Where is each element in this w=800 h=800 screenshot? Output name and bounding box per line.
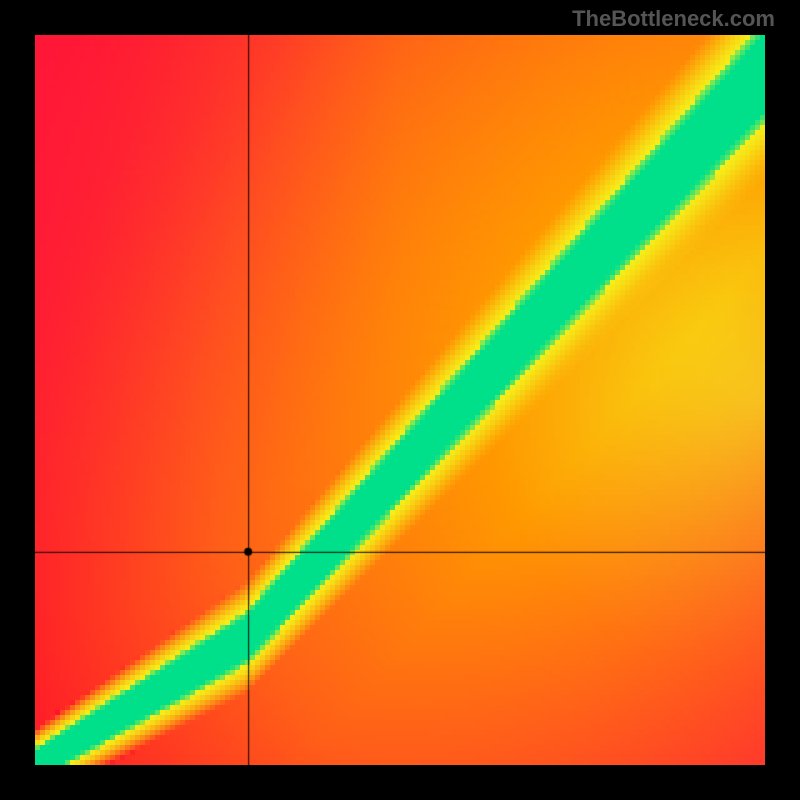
crosshair-overlay: [35, 35, 765, 765]
watermark-text: TheBottleneck.com: [572, 6, 775, 32]
